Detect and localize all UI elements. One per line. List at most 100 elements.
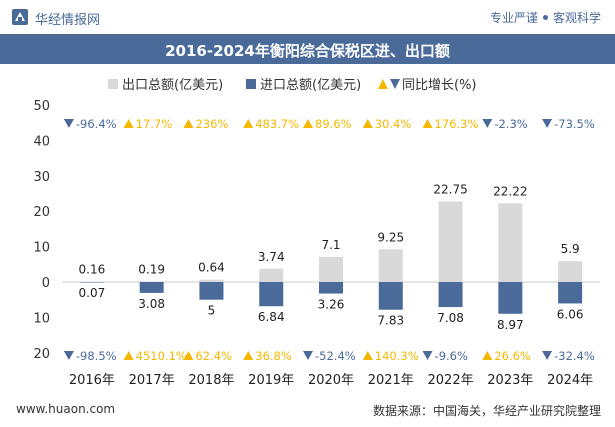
y-tick-label: 10 <box>33 311 50 326</box>
import-growth-label: -32.4% <box>554 349 595 363</box>
import-growth-label: -52.4% <box>315 349 356 363</box>
y-tick-label: 20 <box>33 347 50 362</box>
export-growth-label: -2.3% <box>494 117 527 131</box>
export-bar <box>378 249 403 282</box>
x-tick-label: 2023年 <box>487 373 533 388</box>
header-bar: 华经情报网 专业严谨 客观科学 <box>0 0 615 34</box>
import-bar <box>558 282 583 304</box>
export-value-label: 9.25 <box>377 230 404 244</box>
export-bar <box>79 281 104 282</box>
separator-dot <box>542 15 548 20</box>
export-value-label: 3.74 <box>258 250 285 264</box>
x-tick-label: 2017年 <box>129 373 175 388</box>
x-tick-label: 2016年 <box>69 373 115 388</box>
y-tick-label: 30 <box>33 170 50 185</box>
x-tick-label: 2018年 <box>188 373 234 388</box>
import-growth-up-triangle-icon <box>362 351 373 360</box>
legend-swatch-import <box>246 79 256 89</box>
brand-name: 华经情报网 <box>35 13 101 28</box>
huajing-logo-icon <box>12 9 28 25</box>
import-value-label: 3.26 <box>318 298 345 312</box>
import-growth-label: 62.4% <box>195 349 232 363</box>
export-growth-label: 483.7% <box>255 117 299 131</box>
import-growth-label: 4510.1% <box>136 349 187 363</box>
export-growth-down-triangle-icon <box>482 119 493 128</box>
export-value-label: 0.16 <box>79 262 106 276</box>
site-url: www.huaon.com <box>16 402 116 416</box>
import-bar <box>199 282 224 300</box>
slogan: 专业严谨 客观科学 <box>490 9 601 26</box>
import-value-label: 7.83 <box>377 314 404 328</box>
import-bar <box>438 282 463 308</box>
import-growth-up-triangle-icon <box>183 351 194 360</box>
export-growth-label: 236% <box>195 117 228 131</box>
import-value-label: 5 <box>208 304 216 318</box>
y-tick-label: 50 <box>33 99 50 114</box>
legend-label-growth: 同比增长(%) <box>402 78 477 93</box>
export-bar <box>199 279 224 282</box>
export-value-label: 7.1 <box>321 238 340 252</box>
export-growth-up-triangle-icon <box>183 119 194 128</box>
y-tick-label: 0 <box>42 276 50 291</box>
x-tick-label: 2022年 <box>428 373 474 388</box>
export-growth-up-triangle-icon <box>362 119 373 128</box>
import-growth-down-triangle-icon <box>542 351 553 360</box>
export-growth-up-triangle-icon <box>123 119 134 128</box>
chart-title: 2016-2024年衡阳综合保税区进、出口额 <box>165 42 450 60</box>
y-tick-label: 10 <box>33 241 50 256</box>
export-bar <box>558 261 583 282</box>
x-tick-label: 2021年 <box>368 373 414 388</box>
import-growth-label: -98.5% <box>76 349 117 363</box>
data-source: 数据来源：中国海关，华经产业研究院整理 <box>372 404 601 418</box>
import-bar <box>139 282 164 293</box>
export-growth-label: 176.3% <box>435 117 479 131</box>
export-value-label: 0.19 <box>138 262 165 276</box>
title-bar <box>0 34 615 64</box>
import-bar <box>79 282 104 283</box>
export-bar <box>259 268 284 282</box>
export-bar <box>438 201 463 282</box>
slogan-right: 客观科学 <box>552 11 601 25</box>
export-growth-down-triangle-icon <box>63 119 74 128</box>
export-value-label: 22.22 <box>493 184 527 198</box>
x-tick-label: 2024年 <box>547 373 593 388</box>
import-growth-label: 36.8% <box>255 349 292 363</box>
export-growth-up-triangle-icon <box>422 119 433 128</box>
import-growth-up-triangle-icon <box>482 351 493 360</box>
y-tick-label: 40 <box>33 134 50 149</box>
import-growth-label: -9.6% <box>435 349 468 363</box>
import-bar <box>319 282 343 294</box>
export-growth-up-triangle-icon <box>243 119 254 128</box>
export-value-label: 22.75 <box>433 182 467 196</box>
x-tick-label: 2019年 <box>248 373 294 388</box>
import-bar <box>498 282 523 314</box>
import-bar <box>378 282 403 310</box>
export-growth-label: -73.5% <box>554 117 595 131</box>
import-growth-down-triangle-icon <box>63 351 74 360</box>
export-growth-label: -96.4% <box>76 117 117 131</box>
legend-down-triangle-icon <box>390 79 400 89</box>
export-growth-down-triangle-icon <box>542 119 553 128</box>
import-value-label: 8.97 <box>497 318 524 332</box>
import-value-label: 3.08 <box>138 297 165 311</box>
import-bar <box>259 282 284 307</box>
export-growth-label: 30.4% <box>375 117 412 131</box>
legend-label-import: 进口总额(亿美元) <box>260 78 361 93</box>
import-value-label: 0.07 <box>79 286 106 300</box>
export-growth-label: 89.6% <box>315 117 352 131</box>
footer-bar <box>0 393 615 427</box>
y-tick-label: 20 <box>33 205 50 220</box>
export-growth-up-triangle-icon <box>303 119 313 128</box>
import-value-label: 7.08 <box>437 311 464 325</box>
import-growth-down-triangle-icon <box>422 351 433 360</box>
export-bar <box>498 203 523 282</box>
import-growth-up-triangle-icon <box>243 351 254 360</box>
chart-svg: 出口总额(亿美元) 进口总额(亿美元) 同比增长(%) 50 40 30 20 10 0 10 20… <box>33 78 600 388</box>
import-growth-label: 140.3% <box>375 349 419 363</box>
legend-label-export: 出口总额(亿美元) <box>122 78 223 93</box>
legend-up-triangle-icon <box>378 79 388 89</box>
import-value-label: 6.06 <box>557 307 584 321</box>
import-growth-up-triangle-icon <box>123 351 134 360</box>
import-growth-down-triangle-icon <box>303 351 313 360</box>
